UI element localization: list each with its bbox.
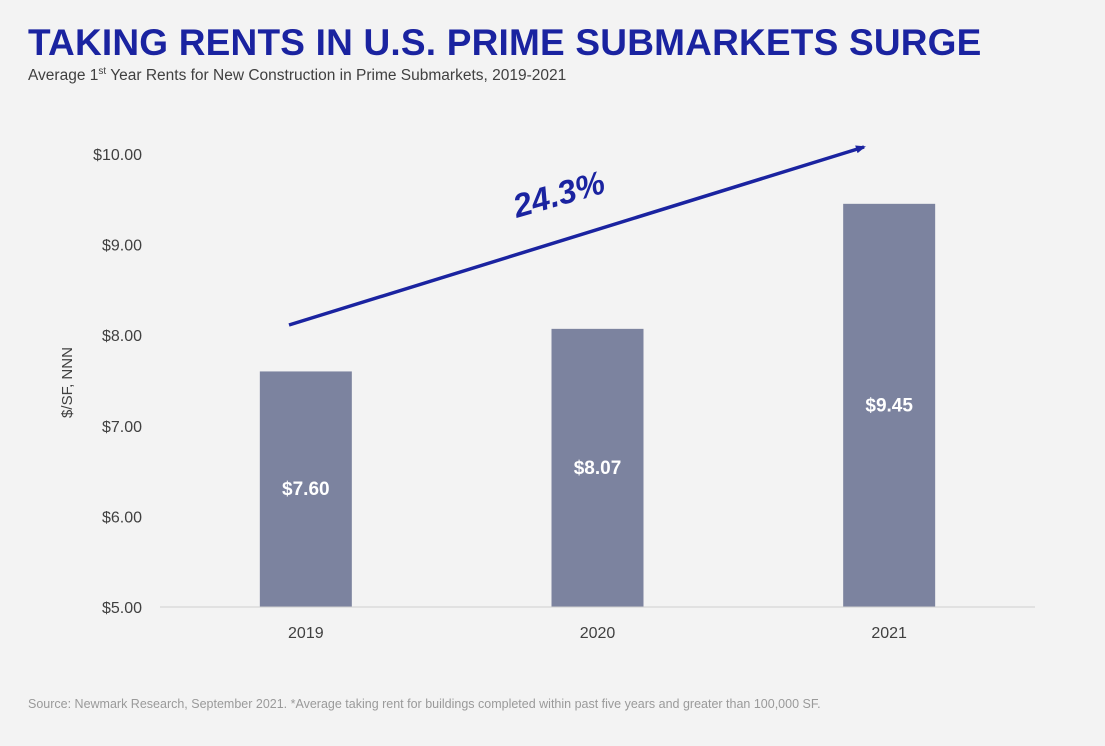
- growth-annotation: 24.3%: [288, 145, 866, 327]
- x-tick-label: 2021: [871, 625, 907, 642]
- y-tick-label: $9.00: [102, 238, 142, 255]
- y-axis-ticks: $5.00 $6.00 $7.00 $8.00 $9.00 $10.00: [93, 147, 142, 617]
- source-note: Source: Newmark Research, September 2021…: [28, 697, 821, 711]
- y-tick-label: $6.00: [102, 509, 142, 526]
- y-tick-label: $8.00: [102, 328, 142, 345]
- bar-value-label: $7.60: [282, 479, 330, 500]
- subtitle-suffix: Year Rents for New Construction in Prime…: [106, 67, 567, 85]
- y-tick-label: $7.00: [102, 419, 142, 436]
- growth-percentage-label: 24.3%: [508, 163, 609, 225]
- chart-title: TAKING RENTS IN U.S. PRIME SUBMARKETS SU…: [28, 22, 982, 63]
- y-axis-label: $/SF, NNN: [59, 347, 76, 418]
- y-tick-label: $10.00: [93, 147, 142, 164]
- bars: $7.60 $8.07 $9.45: [259, 203, 936, 607]
- bar-2021: [843, 203, 936, 607]
- x-tick-label: 2020: [580, 625, 616, 642]
- y-tick-label: $5.00: [102, 600, 142, 617]
- bar-value-label: $9.45: [865, 395, 913, 416]
- bar-2020: [551, 328, 644, 607]
- chart-subtitle: Average 1st Year Rents for New Construct…: [28, 66, 566, 85]
- subtitle-prefix: Average 1: [28, 67, 99, 85]
- subtitle-superscript: st: [98, 66, 107, 77]
- bar-value-label: $8.07: [574, 458, 622, 479]
- bar-2019: [259, 371, 352, 607]
- x-tick-label: 2019: [288, 625, 324, 642]
- x-axis-ticks: 2019 2020 2021: [288, 625, 907, 642]
- growth-arrow: [288, 145, 866, 327]
